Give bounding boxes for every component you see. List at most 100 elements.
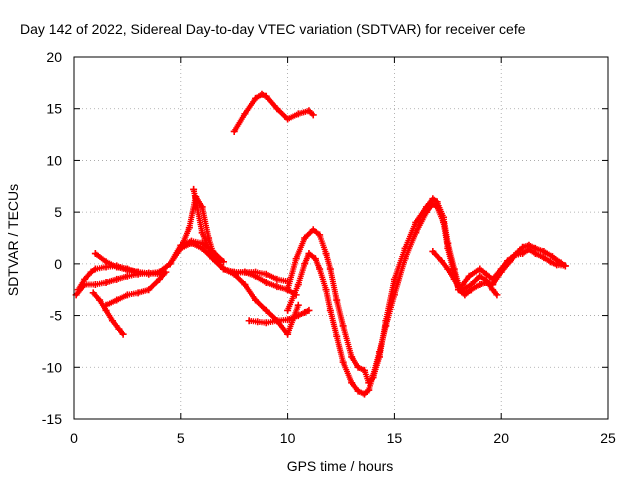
data-point — [433, 198, 441, 206]
data-point — [476, 272, 484, 280]
data-point — [262, 306, 270, 314]
data-point — [525, 241, 533, 249]
data-point — [390, 275, 398, 283]
y-tick-labels: -15 -10 -5 0 5 10 15 20 — [42, 49, 62, 427]
data-point — [440, 213, 448, 221]
data-point — [119, 330, 127, 338]
data-point — [284, 286, 292, 294]
data-point — [294, 312, 302, 320]
data-point — [252, 268, 260, 276]
data-point — [91, 265, 99, 273]
data-point — [401, 244, 409, 252]
data-point — [309, 111, 317, 119]
data-point — [326, 265, 334, 273]
data-point — [316, 231, 324, 239]
data-point — [422, 203, 430, 211]
data-point — [177, 244, 185, 252]
data-point — [102, 301, 110, 309]
data-point — [252, 94, 260, 102]
y-tick-label: 5 — [54, 204, 62, 220]
data-point — [360, 390, 368, 398]
data-point — [185, 224, 193, 232]
data-point — [546, 258, 554, 266]
data-point — [205, 234, 213, 242]
data-point — [258, 90, 266, 98]
data-point — [301, 308, 309, 316]
x-tick-label: 15 — [387, 430, 403, 446]
data-point — [155, 275, 163, 283]
data-point — [326, 306, 334, 314]
data-point — [444, 265, 452, 273]
data-point — [241, 281, 249, 289]
data-point — [382, 317, 390, 325]
data-point — [519, 250, 527, 258]
data-point — [305, 107, 313, 115]
y-tick-label: 15 — [46, 101, 62, 117]
y-tick-label: 0 — [54, 256, 62, 272]
data-point — [333, 296, 341, 304]
data-point — [454, 283, 462, 291]
data-point — [348, 379, 356, 387]
data-point — [493, 291, 501, 299]
data-point — [273, 275, 281, 283]
data-point — [461, 285, 469, 293]
data-point — [252, 296, 260, 304]
data-point — [301, 260, 309, 268]
plot-frame — [73, 56, 609, 420]
data-point — [553, 261, 561, 269]
data-point — [294, 301, 302, 309]
data-point — [209, 255, 217, 263]
data-point — [429, 195, 437, 203]
x-tick-label: 0 — [70, 430, 78, 446]
data-point — [81, 281, 89, 289]
x-tick-label: 10 — [280, 430, 296, 446]
data-point — [91, 250, 99, 258]
data-point — [540, 254, 548, 262]
data-point — [113, 296, 121, 304]
data-point — [198, 244, 206, 252]
data-point — [465, 272, 473, 280]
data-point — [273, 105, 281, 113]
data-point — [284, 330, 292, 338]
plot-border — [73, 56, 609, 420]
x-tick-label: 25 — [600, 430, 616, 446]
data-point — [115, 325, 123, 333]
data-point — [294, 281, 302, 289]
data-point — [450, 275, 458, 283]
data-point — [284, 115, 292, 123]
data-point — [123, 272, 131, 280]
data-point — [365, 386, 373, 394]
data-point — [87, 268, 95, 276]
data-point — [561, 262, 569, 270]
data-point — [354, 387, 362, 395]
data-point — [145, 286, 153, 294]
data-point — [557, 259, 565, 267]
data-point — [450, 265, 458, 273]
data-point — [108, 317, 116, 325]
data-point — [134, 289, 142, 297]
data-point — [305, 250, 313, 258]
data-point — [348, 353, 356, 361]
data-point — [96, 296, 104, 304]
series-markers-arc-g — [190, 186, 289, 285]
data-point — [482, 276, 490, 284]
data-point — [309, 226, 317, 234]
data-point — [273, 283, 281, 291]
data-point — [444, 239, 452, 247]
data-point — [262, 319, 270, 327]
data-point — [254, 318, 262, 326]
data-point — [459, 281, 467, 289]
data-point — [134, 268, 142, 276]
data-point — [102, 278, 110, 286]
data-point — [294, 110, 302, 118]
series-markers-arc-k — [231, 91, 315, 135]
y-tick-label: 20 — [46, 49, 62, 65]
data-point — [123, 291, 131, 299]
y-tick-label: -10 — [42, 359, 62, 375]
data-point — [166, 260, 174, 268]
data-point — [187, 239, 195, 247]
data-point — [91, 281, 99, 289]
data-point — [339, 322, 347, 330]
data-point — [102, 258, 110, 266]
